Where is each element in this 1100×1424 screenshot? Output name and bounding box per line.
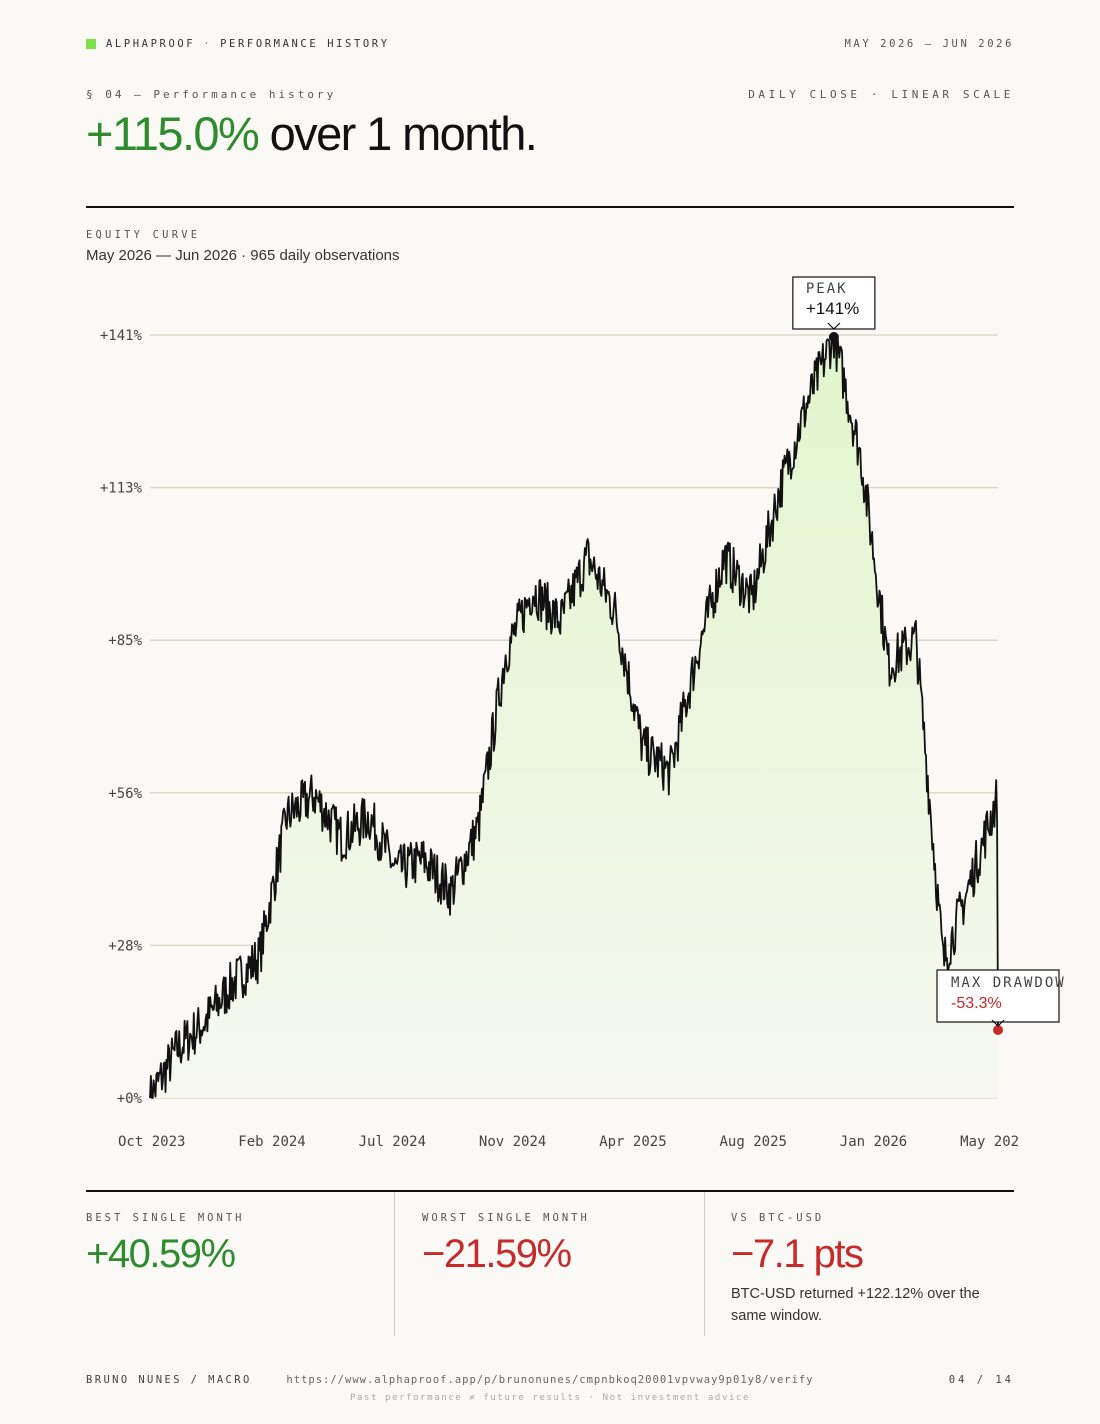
stat-label: BEST SINGLE MONTH bbox=[86, 1212, 245, 1224]
footer-disclaimer: Past performance ≠ future results · Not … bbox=[349, 1393, 751, 1403]
stat-value: +40.59% bbox=[86, 1232, 236, 1276]
footer-author: BRUNO NUNES / MACRO bbox=[86, 1374, 252, 1386]
drawdown-pointer bbox=[991, 1019, 1005, 1027]
top-bar: ALPHAPROOF · PERFORMANCE HISTORY MAY 202… bbox=[86, 38, 1014, 52]
stat-label: VS BTC-USD bbox=[731, 1212, 825, 1224]
peak-pointer bbox=[827, 322, 841, 330]
footer-page-number: 04 / 14 bbox=[948, 1374, 1014, 1386]
brand-separator: · bbox=[203, 38, 213, 50]
scale-note: DAILY CLOSE · LINEAR SCALE bbox=[748, 88, 1014, 101]
drawdown-callout bbox=[936, 969, 1060, 1023]
equity-area bbox=[150, 335, 998, 1098]
equity-line bbox=[149, 334, 999, 1099]
stat-divider bbox=[704, 1192, 705, 1336]
section-label: § 04 — Performance history bbox=[86, 88, 337, 101]
stats-divider bbox=[86, 1190, 1014, 1192]
date-range: MAY 2026 — JUN 2026 bbox=[844, 38, 1014, 50]
y-tick-label: +28% bbox=[108, 938, 142, 954]
stat-divider bbox=[394, 1192, 395, 1336]
stat-label: WORST SINGLE MONTH bbox=[422, 1212, 590, 1224]
x-tick-label: Apr 2025 bbox=[599, 1134, 666, 1150]
equity-chart: +0% +28% +56% +85% +113% +141% Oct 2023 Feb 202… bbox=[100, 276, 1066, 1150]
stat-value: −21.59% bbox=[422, 1232, 572, 1276]
page-name: PERFORMANCE HISTORY bbox=[220, 38, 390, 50]
x-tick-label: Feb 2024 bbox=[238, 1134, 305, 1150]
stats-row: BEST SINGLE MONTH +40.59% WORST SINGLE M… bbox=[86, 1192, 1014, 1336]
x-tick-label: May 202 bbox=[960, 1134, 1019, 1150]
headline-percent: +115.0% bbox=[86, 107, 260, 160]
y-tick-label: +113% bbox=[100, 481, 143, 497]
peak-value: +141% bbox=[806, 299, 859, 318]
headline-text: over 1 month. bbox=[258, 107, 538, 160]
drawdown-value: -53.3% bbox=[951, 995, 1002, 1012]
stat-vs-btc: VS BTC-USD −7.1 pts BTC-USD returned +12… bbox=[731, 1192, 1014, 1336]
equity-curve-label: EQUITY CURVE bbox=[86, 229, 201, 241]
footer-verify-link[interactable]: https://www.alphaproof.app/p/brunonunes/… bbox=[286, 1374, 814, 1386]
headline: +115.0% over 1 month. bbox=[86, 106, 538, 161]
equity-curve-subtitle: May 2026 — Jun 2026 · 965 daily observat… bbox=[86, 247, 400, 264]
x-tick-label: Aug 2025 bbox=[720, 1134, 787, 1150]
brand-name: ALPHAPROOF bbox=[106, 38, 196, 50]
drawdown-label: MAX DRAWDOWN bbox=[951, 975, 1066, 991]
y-tick-label: +141% bbox=[100, 328, 143, 344]
x-tick-label: Jul 2024 bbox=[359, 1134, 426, 1150]
stat-worst-month: WORST SINGLE MONTH −21.59% bbox=[422, 1192, 702, 1336]
brand: ALPHAPROOF · PERFORMANCE HISTORY bbox=[86, 38, 390, 50]
brand-logo-icon bbox=[86, 39, 96, 49]
x-tick-label: Jan 2026 bbox=[840, 1134, 907, 1150]
drawdown-marker bbox=[993, 1025, 1003, 1035]
stat-best-month: BEST SINGLE MONTH +40.59% bbox=[86, 1192, 386, 1336]
stat-note: BTC-USD returned +122.12% over the same … bbox=[731, 1286, 980, 1324]
y-tick-label: +0% bbox=[117, 1091, 143, 1107]
x-tick-label: Oct 2023 bbox=[118, 1134, 185, 1150]
y-tick-label: +85% bbox=[108, 633, 142, 649]
stat-value: −7.1 pts bbox=[731, 1232, 864, 1276]
y-tick-label: +56% bbox=[108, 786, 142, 802]
peak-marker bbox=[828, 332, 839, 342]
peak-label: PEAK bbox=[806, 281, 848, 297]
x-tick-label: Nov 2024 bbox=[479, 1134, 546, 1150]
header-divider bbox=[86, 206, 1014, 208]
